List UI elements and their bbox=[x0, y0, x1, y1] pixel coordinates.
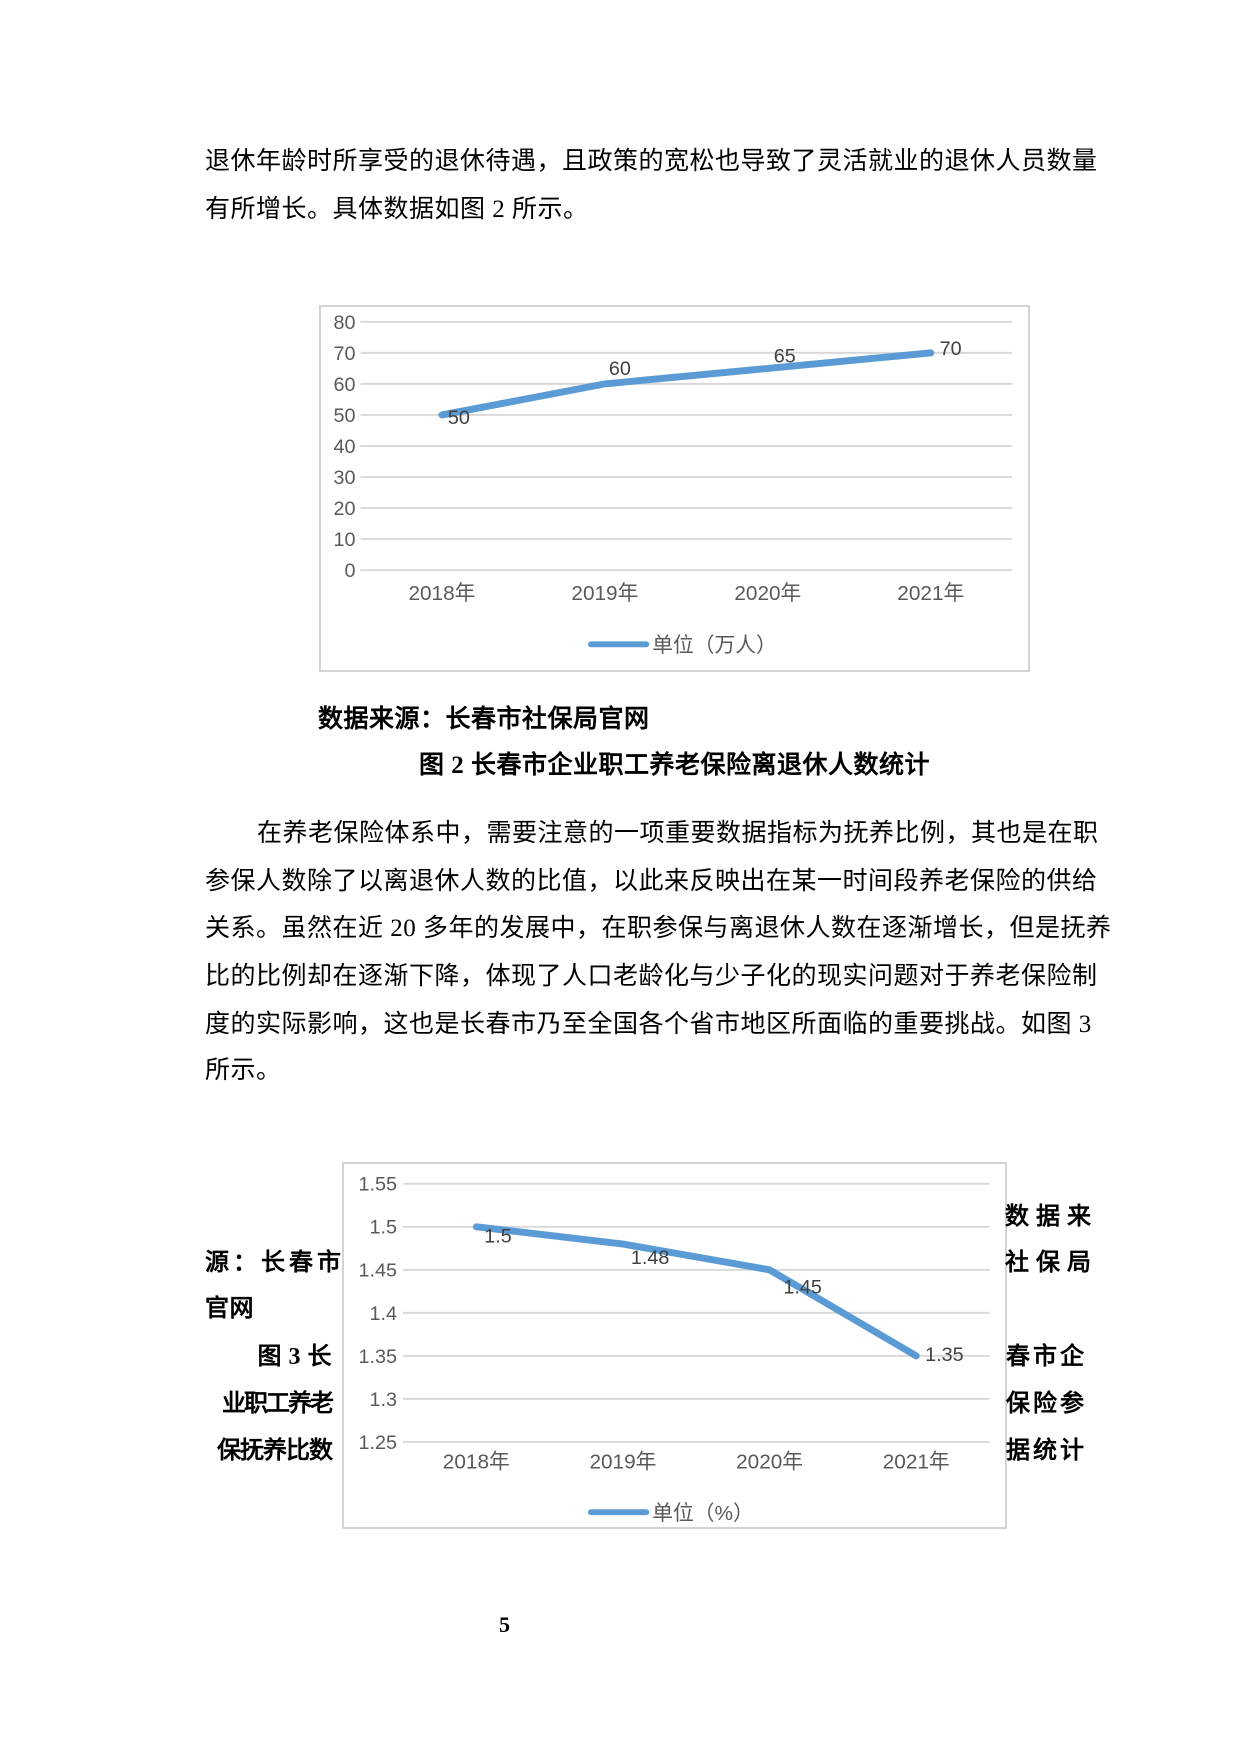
svg-text:2019年: 2019年 bbox=[589, 1451, 656, 1474]
paragraph1-line1: 退休年龄时所享受的退休待遇，且政策的宽松也导致了灵活就业的退休人员数量 bbox=[205, 148, 1098, 175]
svg-text:2020年: 2020年 bbox=[736, 1451, 803, 1474]
figure3-wrap-right-1: 数 据 来 bbox=[1005, 1204, 1092, 1230]
svg-text:2021年: 2021年 bbox=[883, 1451, 950, 1474]
svg-text:1.5: 1.5 bbox=[370, 1217, 397, 1239]
svg-text:2019年: 2019年 bbox=[571, 582, 638, 605]
svg-text:单位（%）: 单位（%） bbox=[652, 1502, 754, 1525]
svg-text:50: 50 bbox=[334, 405, 356, 427]
svg-text:1.4: 1.4 bbox=[370, 1303, 397, 1325]
paragraph2-line6: 所示。 bbox=[205, 1057, 282, 1084]
svg-text:50: 50 bbox=[448, 407, 470, 429]
svg-text:单位（万人）: 单位（万人） bbox=[652, 634, 777, 657]
figure3-line-chart: 1.25 1.3 1.35 1.4 1.45 1.5 1.55 2018年 2019年 2020年… bbox=[342, 1162, 1007, 1529]
svg-text:0: 0 bbox=[345, 560, 356, 582]
figure3-wrap-left-6: 保抚养比数 bbox=[217, 1438, 333, 1464]
svg-text:1.35: 1.35 bbox=[925, 1344, 963, 1366]
paragraph2-line5: 度的实际影响，这也是长春市乃至全国各个省市地区所面临的重要挑战。如图 3 bbox=[205, 1011, 1092, 1038]
paragraph2-line3: 关系。虽然在近 20 多年的发展中，在职参保与离退休人数在逐渐增长，但是抚养 bbox=[205, 915, 1112, 942]
svg-text:1.3: 1.3 bbox=[370, 1389, 397, 1411]
figure2-caption: 图 2 长春市企业职工养老保险离退休人数统计 bbox=[418, 752, 930, 779]
svg-text:40: 40 bbox=[334, 436, 356, 458]
paragraph2-line2: 参保人数除了以离退休人数的比值，以此来反映出在某一时间段养老保险的供给 bbox=[205, 868, 1098, 895]
paragraph2-line4: 比的比例却在逐渐下降，体现了人口老龄化与少子化的现实问题对于养老保险制 bbox=[205, 963, 1098, 990]
svg-text:1.55: 1.55 bbox=[359, 1174, 397, 1196]
figure3-wrap-right-6: 据统计 bbox=[1006, 1438, 1087, 1464]
svg-text:65: 65 bbox=[774, 345, 796, 367]
svg-text:70: 70 bbox=[334, 343, 356, 365]
svg-text:60: 60 bbox=[609, 358, 631, 380]
svg-text:60: 60 bbox=[334, 374, 356, 396]
figure3-wrap-left-3: 官网 bbox=[205, 1296, 254, 1322]
svg-text:2018年: 2018年 bbox=[408, 582, 475, 605]
svg-text:20: 20 bbox=[334, 498, 356, 520]
svg-text:10: 10 bbox=[334, 529, 356, 551]
svg-text:1.5: 1.5 bbox=[484, 1226, 511, 1248]
figure3-wrap-left-5: 业职工养老 bbox=[222, 1391, 334, 1417]
paragraph2-line1: 在养老保险体系中，需要注意的一项重要数据指标为抚养比例，其也是在职 bbox=[257, 820, 1099, 847]
figure3-wrap-left-4: 图 3 长 bbox=[257, 1344, 332, 1370]
figure3-wrap-left-2: 源：长春市 bbox=[205, 1250, 345, 1276]
figure3-wrap-right-5: 保险参 bbox=[1006, 1391, 1087, 1417]
svg-text:1.48: 1.48 bbox=[631, 1247, 669, 1269]
svg-text:2021年: 2021年 bbox=[897, 582, 964, 605]
svg-text:1.25: 1.25 bbox=[359, 1432, 397, 1454]
figure3-wrap-right-4: 春市企 bbox=[1006, 1344, 1087, 1370]
svg-text:2020年: 2020年 bbox=[734, 582, 801, 605]
svg-text:1.35: 1.35 bbox=[359, 1346, 397, 1368]
svg-text:80: 80 bbox=[334, 312, 356, 334]
svg-text:1.45: 1.45 bbox=[783, 1277, 821, 1299]
svg-text:2018年: 2018年 bbox=[443, 1451, 510, 1474]
svg-text:30: 30 bbox=[334, 467, 356, 489]
page-number: 5 bbox=[499, 1612, 510, 1637]
svg-text:70: 70 bbox=[940, 338, 962, 360]
figure2-source-note: 数据来源：长春市社保局官网 bbox=[318, 706, 650, 733]
paragraph1-line2: 有所增长。具体数据如图 2 所示。 bbox=[205, 196, 589, 223]
figure3-wrap-right-2: 社 保 局 bbox=[1005, 1250, 1092, 1276]
svg-text:1.45: 1.45 bbox=[359, 1260, 397, 1282]
figure2-line-chart: 0 10 20 30 40 50 60 70 80 2018年 2019年 2020年 2021年 50 6… bbox=[319, 305, 1030, 672]
